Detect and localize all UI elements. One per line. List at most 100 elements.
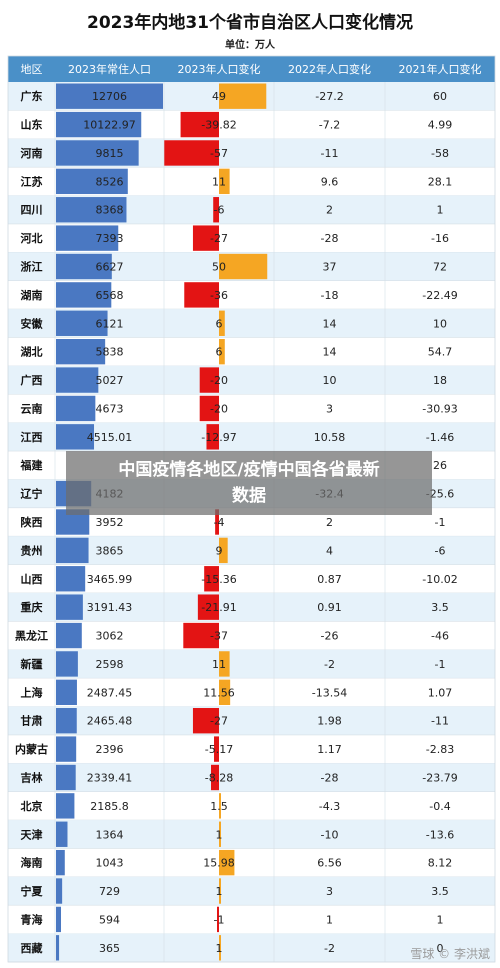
change-2022-value: 10.58 (314, 431, 346, 444)
population-value: 1043 (96, 857, 124, 870)
population-bar (56, 821, 68, 847)
change-2021-value: -11 (431, 715, 449, 728)
region-label: 广东 (21, 89, 43, 103)
change-2021-value: -46 (431, 630, 449, 643)
population-value: 3191.43 (87, 601, 133, 614)
change-2022-value: 0.91 (317, 601, 342, 614)
change-2021-value: -6 (435, 544, 446, 557)
chart-title: 2023年内地31个省市自治区人口变化情况 (87, 13, 413, 33)
region-label: 浙江 (21, 260, 43, 274)
population-value: 2465.48 (87, 715, 133, 728)
change-2021-value: -10.02 (422, 573, 457, 586)
column-header: 2022年人口变化 (288, 62, 371, 76)
change-2022-value: 3 (326, 402, 333, 415)
change-2023-value: -6 (214, 204, 225, 217)
change-2021-value: -0.4 (429, 800, 450, 813)
population-bar (56, 310, 108, 336)
population-bar (56, 537, 89, 564)
change-bar (199, 367, 219, 393)
population-value: 5838 (96, 346, 124, 359)
region-label: 四川 (21, 204, 43, 217)
change-bar (192, 708, 219, 734)
region-label: 贵州 (21, 543, 43, 557)
population-bar (56, 594, 83, 620)
change-2022-value: 9.6 (321, 175, 339, 188)
region-label: 安徽 (21, 316, 44, 330)
region-label: 云南 (21, 401, 43, 415)
change-bar (214, 736, 219, 762)
region-label: 天津 (21, 827, 43, 841)
row-background (8, 763, 495, 792)
row-background (8, 876, 495, 906)
change-bar (192, 225, 219, 251)
change-2021-value: -2.83 (426, 743, 454, 756)
row-background (8, 933, 495, 962)
change-2021-value: 72 (433, 261, 447, 274)
change-2022-value: 2 (326, 516, 333, 529)
region-label: 江苏 (21, 174, 43, 188)
change-2023-value: 11 (212, 175, 226, 188)
population-bar (56, 168, 128, 195)
region-label: 河北 (21, 231, 43, 245)
region-label: 甘肃 (21, 714, 43, 728)
region-label: 新疆 (21, 657, 43, 671)
watermark-text: 雪球 © 李洪斌 (410, 947, 490, 961)
population-value: 6568 (96, 289, 124, 302)
row-background (8, 649, 495, 679)
population-bar (56, 849, 65, 876)
region-label: 辽宁 (21, 487, 43, 501)
change-bar (219, 878, 221, 904)
change-2022-value: -2 (324, 942, 335, 955)
change-2022-value: -7.2 (319, 119, 340, 132)
region-label: 黑龙江 (15, 629, 48, 643)
change-2021-value: 0 (437, 942, 444, 955)
change-2023-value: 1 (216, 885, 223, 898)
region-label: 河南 (21, 146, 43, 160)
population-value: 6627 (96, 261, 124, 274)
population-bar (56, 338, 106, 365)
population-value: 8526 (96, 175, 124, 188)
change-2022-value: 10 (323, 374, 337, 387)
region-label: 山西 (21, 572, 43, 586)
change-2023-value: 11 (212, 658, 226, 671)
change-2023-value: 50 (212, 261, 226, 274)
change-2021-value: -13.6 (426, 828, 454, 841)
change-2021-value: -23.79 (422, 771, 457, 784)
population-bar (56, 282, 112, 308)
population-value: 365 (99, 942, 120, 955)
change-2022-value: -27.2 (315, 90, 343, 103)
change-2022-value: 4 (326, 544, 333, 557)
change-2023-value: -20 (210, 402, 228, 415)
change-bar (219, 793, 221, 819)
column-header: 2023年常住人口 (68, 62, 151, 76)
population-bar (56, 793, 75, 819)
change-2021-value: 8.12 (428, 857, 453, 870)
change-bar (180, 111, 219, 138)
population-bar (56, 906, 62, 933)
change-bar (219, 537, 228, 564)
population-bar (56, 764, 76, 791)
region-label: 北京 (21, 799, 43, 813)
change-bar (219, 83, 267, 109)
change-2022-value: 2 (326, 204, 333, 217)
population-value: 8368 (96, 204, 124, 217)
population-value: 5027 (96, 374, 124, 387)
change-bar (199, 395, 219, 422)
population-value: 3952 (96, 516, 124, 529)
change-2021-value: -1 (435, 516, 446, 529)
row-background (8, 706, 495, 735)
change-bar (219, 338, 225, 365)
change-2023-value: 9 (216, 544, 223, 557)
change-2023-value: -5.17 (205, 743, 233, 756)
change-2022-value: 14 (323, 346, 337, 359)
change-2023-value: -37 (210, 630, 228, 643)
change-2022-value: 14 (323, 317, 337, 330)
change-2023-value: -4 (214, 516, 225, 529)
change-2022-value: 1.98 (317, 715, 342, 728)
region-label: 湖南 (21, 288, 43, 302)
change-2021-value: 1 (437, 204, 444, 217)
population-bar (56, 708, 77, 734)
population-value: 3465.99 (87, 573, 133, 586)
change-2023-value: 1 (216, 942, 223, 955)
population-bar (56, 622, 82, 649)
